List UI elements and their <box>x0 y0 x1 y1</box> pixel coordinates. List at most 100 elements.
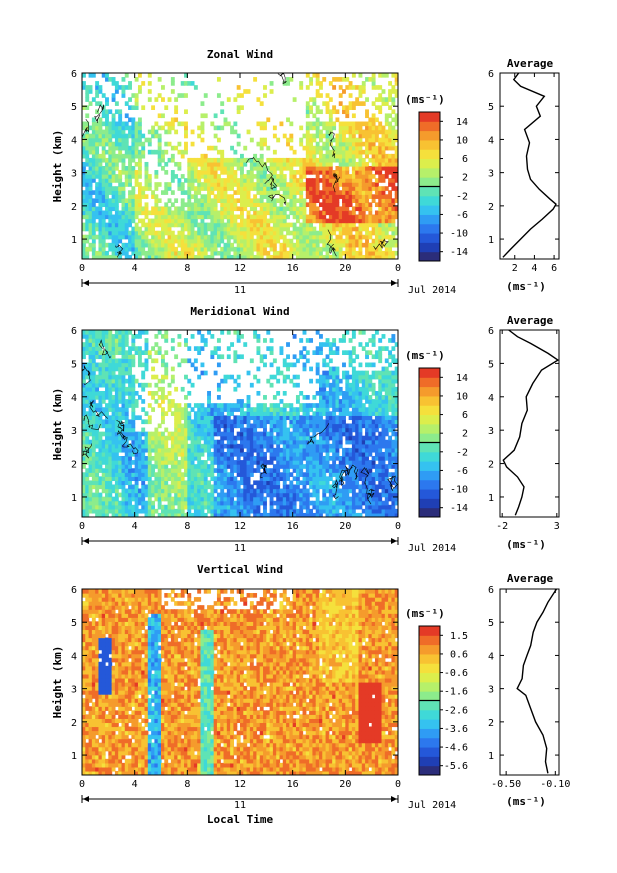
heatmap-cell <box>223 443 228 449</box>
heatmap-cell <box>259 472 264 477</box>
heatmap-cell <box>151 492 156 498</box>
heatmap-cell <box>184 145 188 151</box>
heatmap-cell <box>151 488 156 494</box>
heatmap-cell <box>315 133 320 139</box>
heatmap-cell <box>256 451 261 457</box>
heatmap-cell <box>111 456 116 461</box>
heatmap-cell <box>240 500 244 506</box>
heatmap-cell <box>101 113 106 119</box>
heatmap-cell <box>177 500 182 506</box>
heatmap-cell <box>141 374 146 380</box>
heatmap-cell <box>174 129 179 135</box>
heatmap-cell <box>105 492 109 498</box>
heatmap-cell <box>101 468 106 473</box>
heatmap-cell <box>286 492 290 498</box>
heatmap-cell <box>328 125 333 131</box>
heatmap-cell <box>151 242 156 248</box>
heatmap-cell <box>203 254 208 259</box>
heatmap-cell <box>154 382 159 388</box>
heatmap-cell <box>378 85 383 90</box>
heatmap-cell <box>111 230 116 236</box>
heatmap-cell <box>134 390 139 396</box>
heatmap-cell <box>170 170 175 175</box>
heatmap-cell <box>305 145 310 151</box>
heatmap-cell <box>259 512 264 517</box>
heatmap-cell <box>180 464 185 469</box>
heatmap-cell <box>342 149 346 155</box>
heatmap-cell <box>98 210 103 216</box>
heatmap-cell <box>167 456 172 461</box>
heatmap-cell <box>180 512 185 517</box>
heatmap-cell <box>128 153 132 159</box>
heatmap-cell <box>289 484 294 490</box>
heatmap-cell <box>105 77 109 82</box>
x-tick-label: 12 <box>234 263 246 274</box>
heatmap-cell <box>88 460 93 465</box>
heatmap-cell <box>220 488 225 494</box>
x-tick-label: 0 <box>79 263 85 274</box>
heatmap-cell <box>269 451 274 457</box>
heatmap-cell <box>338 214 343 220</box>
heatmap-cell <box>266 411 271 416</box>
heatmap-cell <box>121 374 126 380</box>
heatmap-cell <box>342 218 346 224</box>
y-tick-label: 6 <box>71 69 77 80</box>
heatmap-cell <box>88 182 93 187</box>
heatmap-cell <box>249 504 254 510</box>
heatmap-cell <box>82 464 86 469</box>
heatmap-cell <box>151 439 156 445</box>
meridional-wind-title: Meridional Wind <box>190 305 289 318</box>
heatmap-cell <box>289 411 294 416</box>
heatmap-cell <box>216 504 221 510</box>
heatmap-cell <box>230 226 235 232</box>
heatmap-cell <box>128 170 132 175</box>
heatmap-cell <box>305 170 310 175</box>
heatmap-cell <box>177 218 182 224</box>
heatmap-cell <box>305 141 310 147</box>
heatmap-cell <box>342 238 346 244</box>
heatmap-cell <box>253 419 258 425</box>
heatmap-cell <box>243 500 248 506</box>
heatmap-cell <box>213 346 218 351</box>
heatmap-cell <box>216 226 221 232</box>
heatmap-cell <box>180 250 185 256</box>
heatmap-cell <box>216 230 221 236</box>
heatmap-cell <box>289 246 294 252</box>
heatmap-cell <box>325 161 330 167</box>
heatmap-cell <box>144 350 149 355</box>
heatmap-cell <box>246 435 251 441</box>
heatmap-cell <box>111 214 116 220</box>
heatmap-cell <box>141 153 146 159</box>
heatmap-cell <box>384 246 389 252</box>
heatmap-cell <box>289 492 294 498</box>
heatmap-cell <box>128 460 132 465</box>
heatmap-cell <box>167 234 172 240</box>
heatmap-cell <box>124 496 129 502</box>
heatmap-cell <box>233 500 238 506</box>
heatmap-cell <box>105 390 109 396</box>
heatmap-cell <box>269 488 274 494</box>
heatmap-cell <box>121 214 126 220</box>
heatmap-cell <box>236 234 241 240</box>
heatmap-cell <box>124 451 129 457</box>
heatmap-cell <box>243 472 248 477</box>
heatmap-cell <box>210 512 215 517</box>
heatmap-cell <box>134 464 139 469</box>
heatmap-cell <box>263 431 267 437</box>
heatmap-cell <box>305 250 310 256</box>
heatmap-cell <box>154 121 159 127</box>
heatmap-cell <box>216 174 221 179</box>
heatmap-cell <box>345 206 350 212</box>
heatmap-cell <box>203 370 208 376</box>
heatmap-cell <box>282 411 287 416</box>
heatmap-cell <box>226 198 231 203</box>
heatmap-cell <box>263 504 267 510</box>
heatmap-cell <box>312 101 317 106</box>
heatmap-cell <box>312 178 317 183</box>
heatmap-cell <box>358 190 363 195</box>
heatmap-cell <box>243 431 248 437</box>
heatmap-cell <box>91 431 96 437</box>
heatmap-cell <box>164 484 169 490</box>
heatmap-cell <box>276 161 281 167</box>
heatmap-cell <box>230 460 235 465</box>
